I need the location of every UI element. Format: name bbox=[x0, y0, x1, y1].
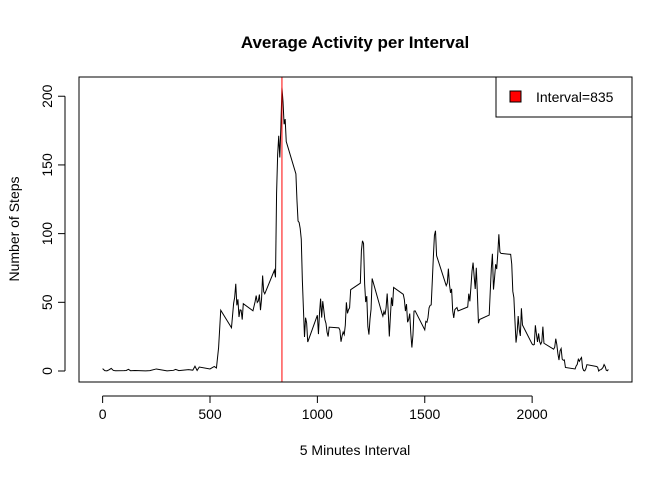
y-tick-label: 150 bbox=[39, 153, 55, 177]
legend-swatch-interval bbox=[509, 90, 522, 103]
plot-frame bbox=[78, 76, 633, 383]
legend: Interval=835 bbox=[495, 76, 633, 118]
series-line-0 bbox=[102, 87, 609, 372]
x-tick-label: 1000 bbox=[302, 406, 333, 422]
plot-area bbox=[102, 77, 609, 382]
x-axis: 0 500 1000 1500 2000 bbox=[99, 395, 548, 422]
x-tick-label: 1500 bbox=[409, 406, 440, 422]
x-tick-label: 0 bbox=[99, 406, 107, 422]
legend-label-interval: Interval=835 bbox=[536, 89, 614, 105]
x-tick-label: 2000 bbox=[517, 406, 548, 422]
chart-title: Average Activity per Interval bbox=[241, 33, 469, 52]
y-tick-label: 100 bbox=[39, 222, 55, 246]
y-tick-label: 200 bbox=[39, 84, 55, 108]
y-axis: 0 50 100 150 200 bbox=[39, 84, 66, 375]
x-axis-label: 5 Minutes Interval bbox=[300, 442, 411, 458]
x-tick-label: 500 bbox=[198, 406, 222, 422]
y-axis-label: Number of Steps bbox=[6, 176, 22, 281]
y-tick-label: 0 bbox=[39, 367, 55, 375]
y-tick-label: 50 bbox=[39, 294, 55, 310]
